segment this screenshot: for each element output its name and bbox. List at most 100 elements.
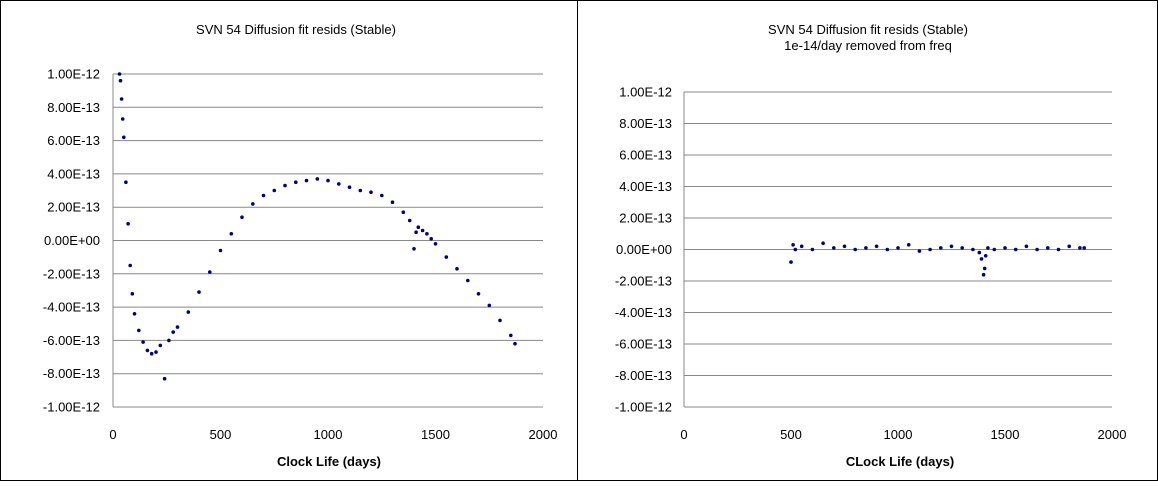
chart-left-data-point [272,188,277,193]
chart-left-data-point [158,343,163,348]
chart-left-data-point [304,178,309,183]
chart-left-data-point [433,242,438,246]
chart-right-y-tick-label: -6.00E-13 [615,337,672,352]
chart-left-data-point [315,177,320,181]
chart-right-data-point [1024,244,1029,249]
chart-right-y-tick-label: 1.00E-12 [619,85,672,100]
chart-left-x-tick-label: 1500 [421,427,450,442]
chart-left-data-point [358,188,363,193]
chart-left-title: SVN 54 Diffusion fit resids (Stable) [196,22,396,37]
chart-left-y-tick-label: 0.00E+00 [44,233,100,248]
chart-right-xlabel: CLock Life (days) [846,454,954,469]
chart-left-data-point [337,182,341,186]
chart-left-data-point [154,350,158,354]
chart-right-data-point [1067,244,1071,249]
chart-right-data-point [1035,247,1039,252]
chart-left-data-point [416,225,421,229]
chart-right-data-point [791,243,795,247]
chart-left-data-point [145,348,150,353]
chart-left-data-point [128,263,132,268]
chart-right-data-point [1078,246,1082,250]
chart-left-data-point [130,292,135,296]
chart-left-data-point [118,78,123,83]
chart-left-data-point [126,222,130,226]
chart-right-data-point [874,244,879,249]
chart-right-y-tick-label: -2.00E-13 [615,274,672,289]
chart-right-data-point [986,246,990,250]
chart-left-data-point [420,228,425,233]
chart-left-data-point [455,267,459,271]
chart-left-data-point [171,330,175,334]
chart-right-subtitle: 1e-14/day removed from freq [784,38,952,53]
chart-left-data-point [197,290,201,294]
chart-left-data-point [122,135,126,140]
chart-right: SVN 54 Diffusion fit resids (Stable) 1e-… [615,22,1127,469]
chart-right-x-tick-label: 1500 [991,427,1020,442]
chart-left-data-point [294,180,298,184]
chart-right-data-point [992,247,997,252]
chart-left-y-tick-label: -8.00E-13 [43,366,100,381]
chart-left-data-point [162,376,167,381]
chart-left-data-point [117,72,122,76]
chart-left-data-point [175,325,180,329]
chart-right-data-point [982,266,987,271]
chart-left: SVN 54 Diffusion fit resids (Stable) Clo… [43,22,558,469]
chart-left-data-point [251,202,255,206]
chart-left-x-tick-label: 2000 [529,427,558,442]
chart-right-data-point [983,254,988,258]
chart-left-y-tick-label: -4.00E-13 [43,300,100,315]
chart-right-x-tick-label: 2000 [1098,427,1127,442]
chart-right-data-point [793,247,798,252]
chart-right-y-tick-label: -8.00E-13 [615,368,672,383]
chart-left-y-tick-label: 8.00E-13 [47,100,100,115]
chart-right-data-point [864,246,868,250]
chart-left-data-point [149,351,154,356]
chart-left-data-point [283,183,287,188]
chart-left-data-point [412,247,416,251]
chart-right-data-point [1046,246,1050,250]
chart-right-data-point [789,260,793,264]
chart-right-data-point [981,272,986,277]
chart-left-data-point [124,180,128,184]
chart-left-data-point [326,178,330,183]
chart-left-data-point [167,338,171,343]
chart-right-data-point [977,250,982,255]
chart-right-data-point [885,247,890,252]
chart-right-title: SVN 54 Diffusion fit resids (Stable) [768,22,968,37]
chart-right-y-tick-label: 2.00E-13 [619,211,672,226]
chart-left-data-point [218,248,223,253]
chart-left-data-point [429,237,434,241]
chart-right-data-point [1056,247,1061,252]
chart-right-data-point [832,246,836,250]
chart-left-data-point [347,185,352,189]
chart-right-data-point [960,246,964,250]
chart-right-data-point [971,247,975,252]
chart-left-data-point [141,340,145,344]
chart-left-data-point [390,200,395,204]
chart-left-data-point [229,232,234,236]
chart-left-x-tick-label: 500 [210,427,232,442]
chart-left-y-tick-label: -6.00E-13 [43,333,100,348]
chart-right-y-tick-label: 4.00E-13 [619,179,672,194]
chart-right-x-tick-label: 1000 [884,427,913,442]
chart-left-data-point [261,193,266,198]
chart-left-data-point [137,328,141,333]
chart-right-data-point [939,246,943,250]
chart-right-data-point [810,247,815,252]
chart-right-data-point [842,244,847,249]
chart-right-data-point [979,257,984,261]
chart-right-data-point [799,244,804,249]
chart-right-y-tick-label: -1.00E-12 [615,400,672,415]
chart-left-data-point [407,218,412,223]
chart-right-x-tick-label: 500 [780,427,802,442]
chart-left-y-tick-label: -1.00E-12 [43,400,100,415]
chart-right-data-point [821,241,825,245]
chart-right-y-tick-label: 0.00E+00 [616,242,672,257]
chart-left-y-tick-label: 4.00E-13 [47,166,100,181]
chart-right-data-point [1082,246,1086,250]
chart-right-y-tick-label: -4.00E-13 [615,305,672,320]
chart-left-data-point [240,215,244,219]
chart-right-y-tick-label: 8.00E-13 [619,116,672,131]
